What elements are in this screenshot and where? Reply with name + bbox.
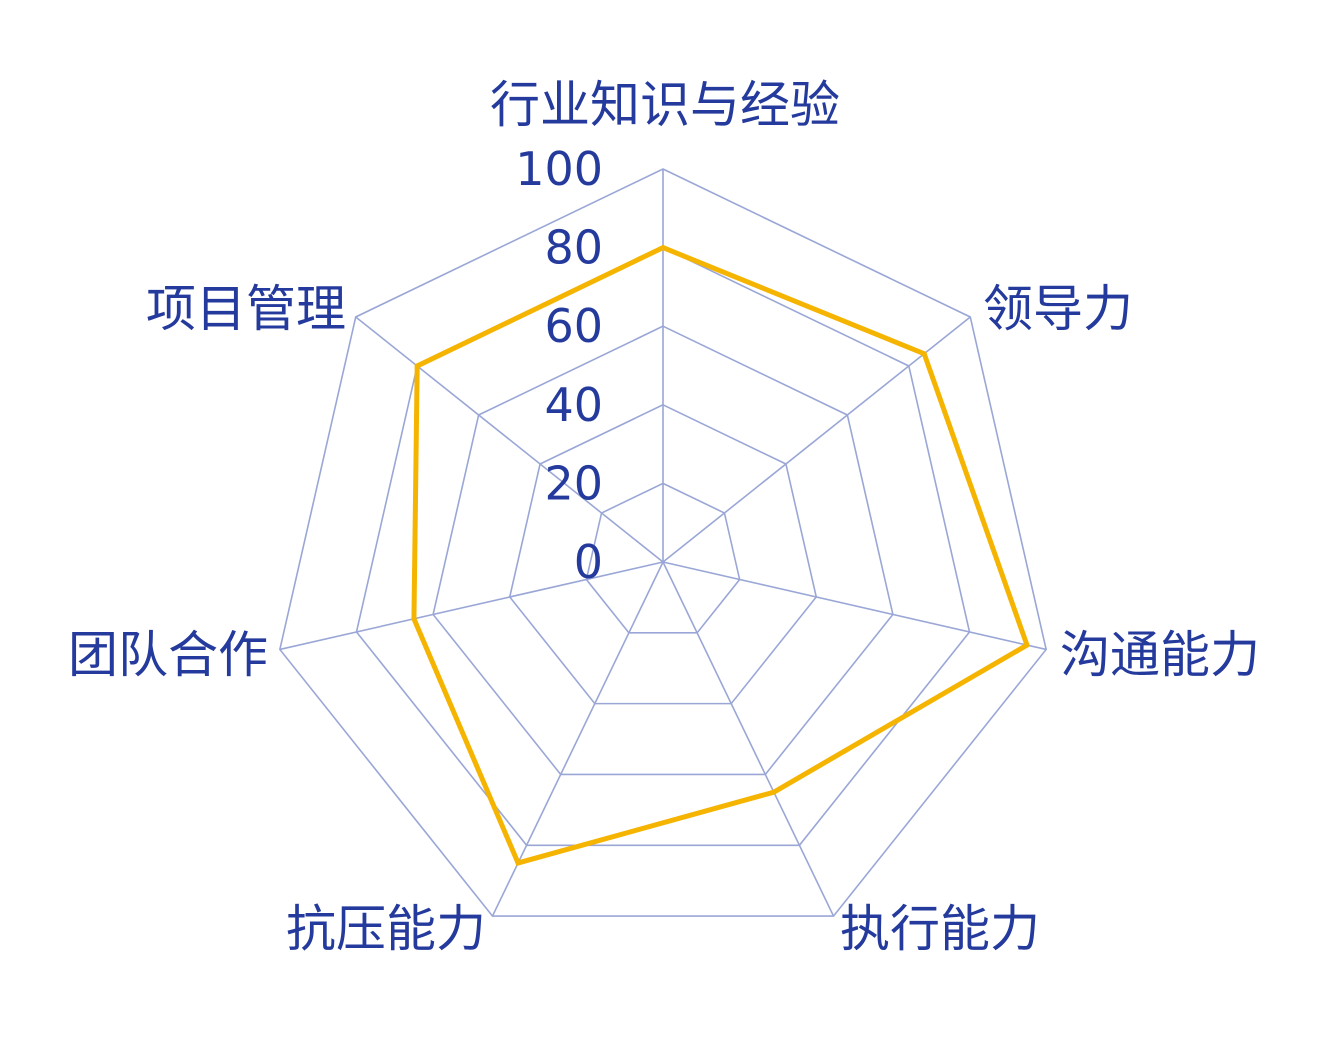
series-point-3 (771, 789, 777, 795)
axis-spoke-5 (279, 561, 664, 651)
grid-ring-80 (355, 246, 971, 847)
tick-label-20: 20 (544, 456, 603, 510)
axis-spoke-2 (662, 561, 1047, 651)
category-label-leadership: 领导力 (983, 280, 1133, 338)
tick-label-60: 60 (544, 299, 603, 353)
series-point-2 (1024, 642, 1030, 648)
series-point-4 (515, 860, 521, 866)
category-label-project-management: 项目管理 (146, 280, 346, 338)
series-point-6 (414, 363, 420, 369)
category-label-execution: 执行能力 (840, 900, 1040, 958)
series-point-5 (411, 616, 417, 622)
grid-ring-100 (278, 168, 1048, 917)
axis-spoke-3 (662, 561, 835, 917)
category-label-stress-resistance: 抗压能力 (286, 900, 486, 958)
tick-label-0: 0 (574, 535, 603, 589)
series-point-0 (660, 245, 666, 251)
category-label-communication: 沟通能力 (1060, 626, 1260, 684)
tick-label-80: 80 (544, 221, 603, 275)
radar-category-labels: 行业知识与经验 领导力 沟通能力 执行能力 抗压能力 团队合作 项目管理 (68, 76, 1260, 958)
axis-spoke-1 (662, 316, 971, 563)
grid-ring-60 (432, 325, 894, 776)
radar-grid (278, 168, 1048, 917)
grid-ring-20 (585, 482, 741, 634)
radar-series (411, 244, 1031, 866)
tick-label-40: 40 (544, 378, 603, 432)
radar-tick-labels: 0 20 40 60 80 100 (515, 142, 603, 589)
category-label-industry-knowledge: 行业知识与经验 (490, 76, 840, 134)
series-polygon-0 (411, 244, 1031, 866)
series-point-1 (921, 351, 927, 357)
axis-spoke-4 (491, 561, 664, 917)
axis-spoke-6 (355, 316, 664, 563)
grid-ring-40 (508, 403, 818, 705)
tick-label-100: 100 (515, 142, 603, 196)
category-label-teamwork: 团队合作 (68, 626, 268, 684)
